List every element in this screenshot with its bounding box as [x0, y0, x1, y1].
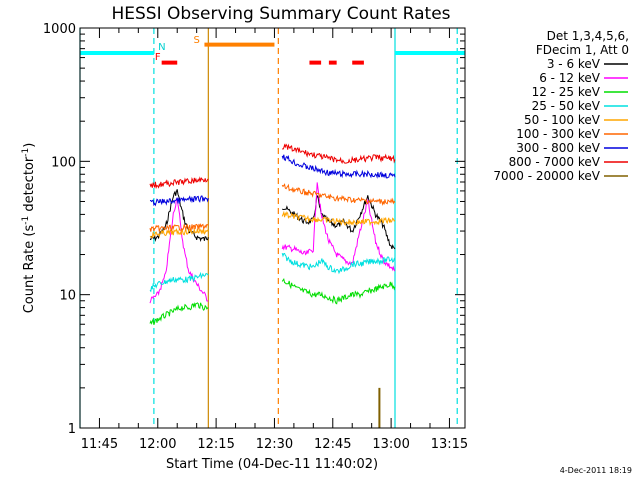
y-tick-label: 10 [59, 289, 76, 304]
legend-label-800-7000-kev: 800 - 7000 keV [509, 155, 601, 169]
x-axis-label: Start Time (04-Dec-11 11:40:02) [166, 457, 378, 472]
flag-s: S [193, 35, 199, 46]
series-6-12-kev-segment-1 [281, 182, 396, 272]
series-12-25-kev-segment-0 [149, 302, 209, 325]
x-tick-label: 13:15 [431, 437, 468, 452]
series-300-800-kev-segment-1 [281, 154, 396, 179]
legend-label-25-50-kev: 25 - 50 keV [532, 99, 601, 113]
plot-area: N S F [79, 28, 465, 428]
y-axis: 1 10 100 1000 [43, 22, 465, 437]
series-50-100-kev-segment-0 [149, 227, 209, 239]
series-25-50-kev-segment-0 [149, 271, 209, 293]
series-800-7000-kev-segment-0 [149, 176, 209, 190]
footer-date: 4-Dec-2011 18:19 [560, 466, 632, 475]
x-tick-label: 12:30 [256, 437, 293, 452]
legend-label-12-25-kev: 12 - 25 keV [532, 85, 601, 99]
y-axis-label: Count Rate (s-1 detector-1) [21, 143, 37, 314]
flag-n: N [158, 42, 165, 53]
legend-label-100-300-kev: 100 - 300 keV [516, 127, 600, 141]
series-100-300-kev-segment-1 [281, 183, 396, 206]
y-tick-label: 1 [68, 422, 76, 437]
legend-label-6-12-kev: 6 - 12 keV [539, 71, 601, 85]
y-tick-label: 1000 [43, 22, 76, 37]
chart-title: HESSI Observing Summary Count Rates [111, 4, 450, 24]
legend-label-300-800-kev: 300 - 800 keV [516, 141, 600, 155]
y-tick-label: 100 [51, 155, 76, 170]
legend: Det 1,3,4,5,6, FDecim 1, Att 0 3 - 6 keV… [493, 29, 629, 183]
x-tick-label: 13:00 [372, 437, 409, 452]
series-100-300-kev-segment-0 [149, 222, 209, 232]
x-tick-label: 12:15 [197, 437, 234, 452]
legend-header-1: Det 1,3,4,5,6, [547, 29, 629, 43]
series-300-800-kev-segment-0 [149, 195, 209, 207]
x-tick-label: 12:00 [139, 437, 176, 452]
series-25-50-kev-segment-1 [281, 252, 396, 275]
series-50-100-kev-segment-1 [281, 210, 396, 227]
legend-header-2: FDecim 1, Att 0 [536, 43, 629, 57]
series-3-6-kev-segment-1 [282, 194, 396, 250]
series-800-7000-kev-segment-1 [281, 143, 396, 165]
legend-label-50-100-kev: 50 - 100 keV [524, 113, 601, 127]
plot-frame [79, 27, 466, 429]
flag-f: F [155, 52, 161, 63]
x-tick-label: 11:45 [81, 437, 118, 452]
legend-label-7000-20000-kev: 7000 - 20000 keV [493, 169, 600, 183]
series-12-25-kev-segment-1 [281, 278, 396, 305]
x-tick-label: 12:45 [314, 437, 351, 452]
x-axis: 11:45 12:00 12:15 12:30 12:45 13:00 13:15 [79, 28, 468, 452]
series-6-12-kev-segment-0 [149, 197, 209, 304]
legend-label-3-6-kev: 3 - 6 keV [547, 57, 601, 71]
